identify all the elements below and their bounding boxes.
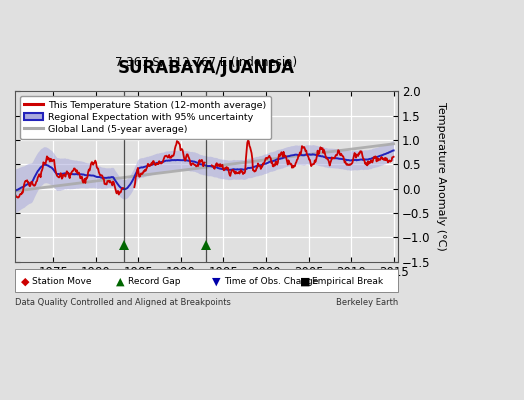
Text: Time of Obs. Change: Time of Obs. Change xyxy=(224,277,318,286)
Text: Berkeley Earth: Berkeley Earth xyxy=(336,298,398,308)
Text: ◆: ◆ xyxy=(21,276,29,286)
Text: Empirical Break: Empirical Break xyxy=(312,277,383,286)
Legend: This Temperature Station (12-month average), Regional Expectation with 95% uncer: This Temperature Station (12-month avera… xyxy=(20,96,271,138)
Title: 7.367 S, 112.767 E (Indonesia): 7.367 S, 112.767 E (Indonesia) xyxy=(115,56,298,69)
Text: Record Gap: Record Gap xyxy=(128,277,180,286)
Text: ▲: ▲ xyxy=(116,276,125,286)
Text: Data Quality Controlled and Aligned at Breakpoints: Data Quality Controlled and Aligned at B… xyxy=(15,298,231,308)
Text: ▼: ▼ xyxy=(212,276,221,286)
Text: ■: ■ xyxy=(300,276,311,286)
Text: Station Move: Station Move xyxy=(32,277,92,286)
Text: SURABAYA/JUANDA: SURABAYA/JUANDA xyxy=(118,59,295,77)
FancyBboxPatch shape xyxy=(15,270,398,292)
Y-axis label: Temperature Anomaly (°C): Temperature Anomaly (°C) xyxy=(436,102,446,251)
